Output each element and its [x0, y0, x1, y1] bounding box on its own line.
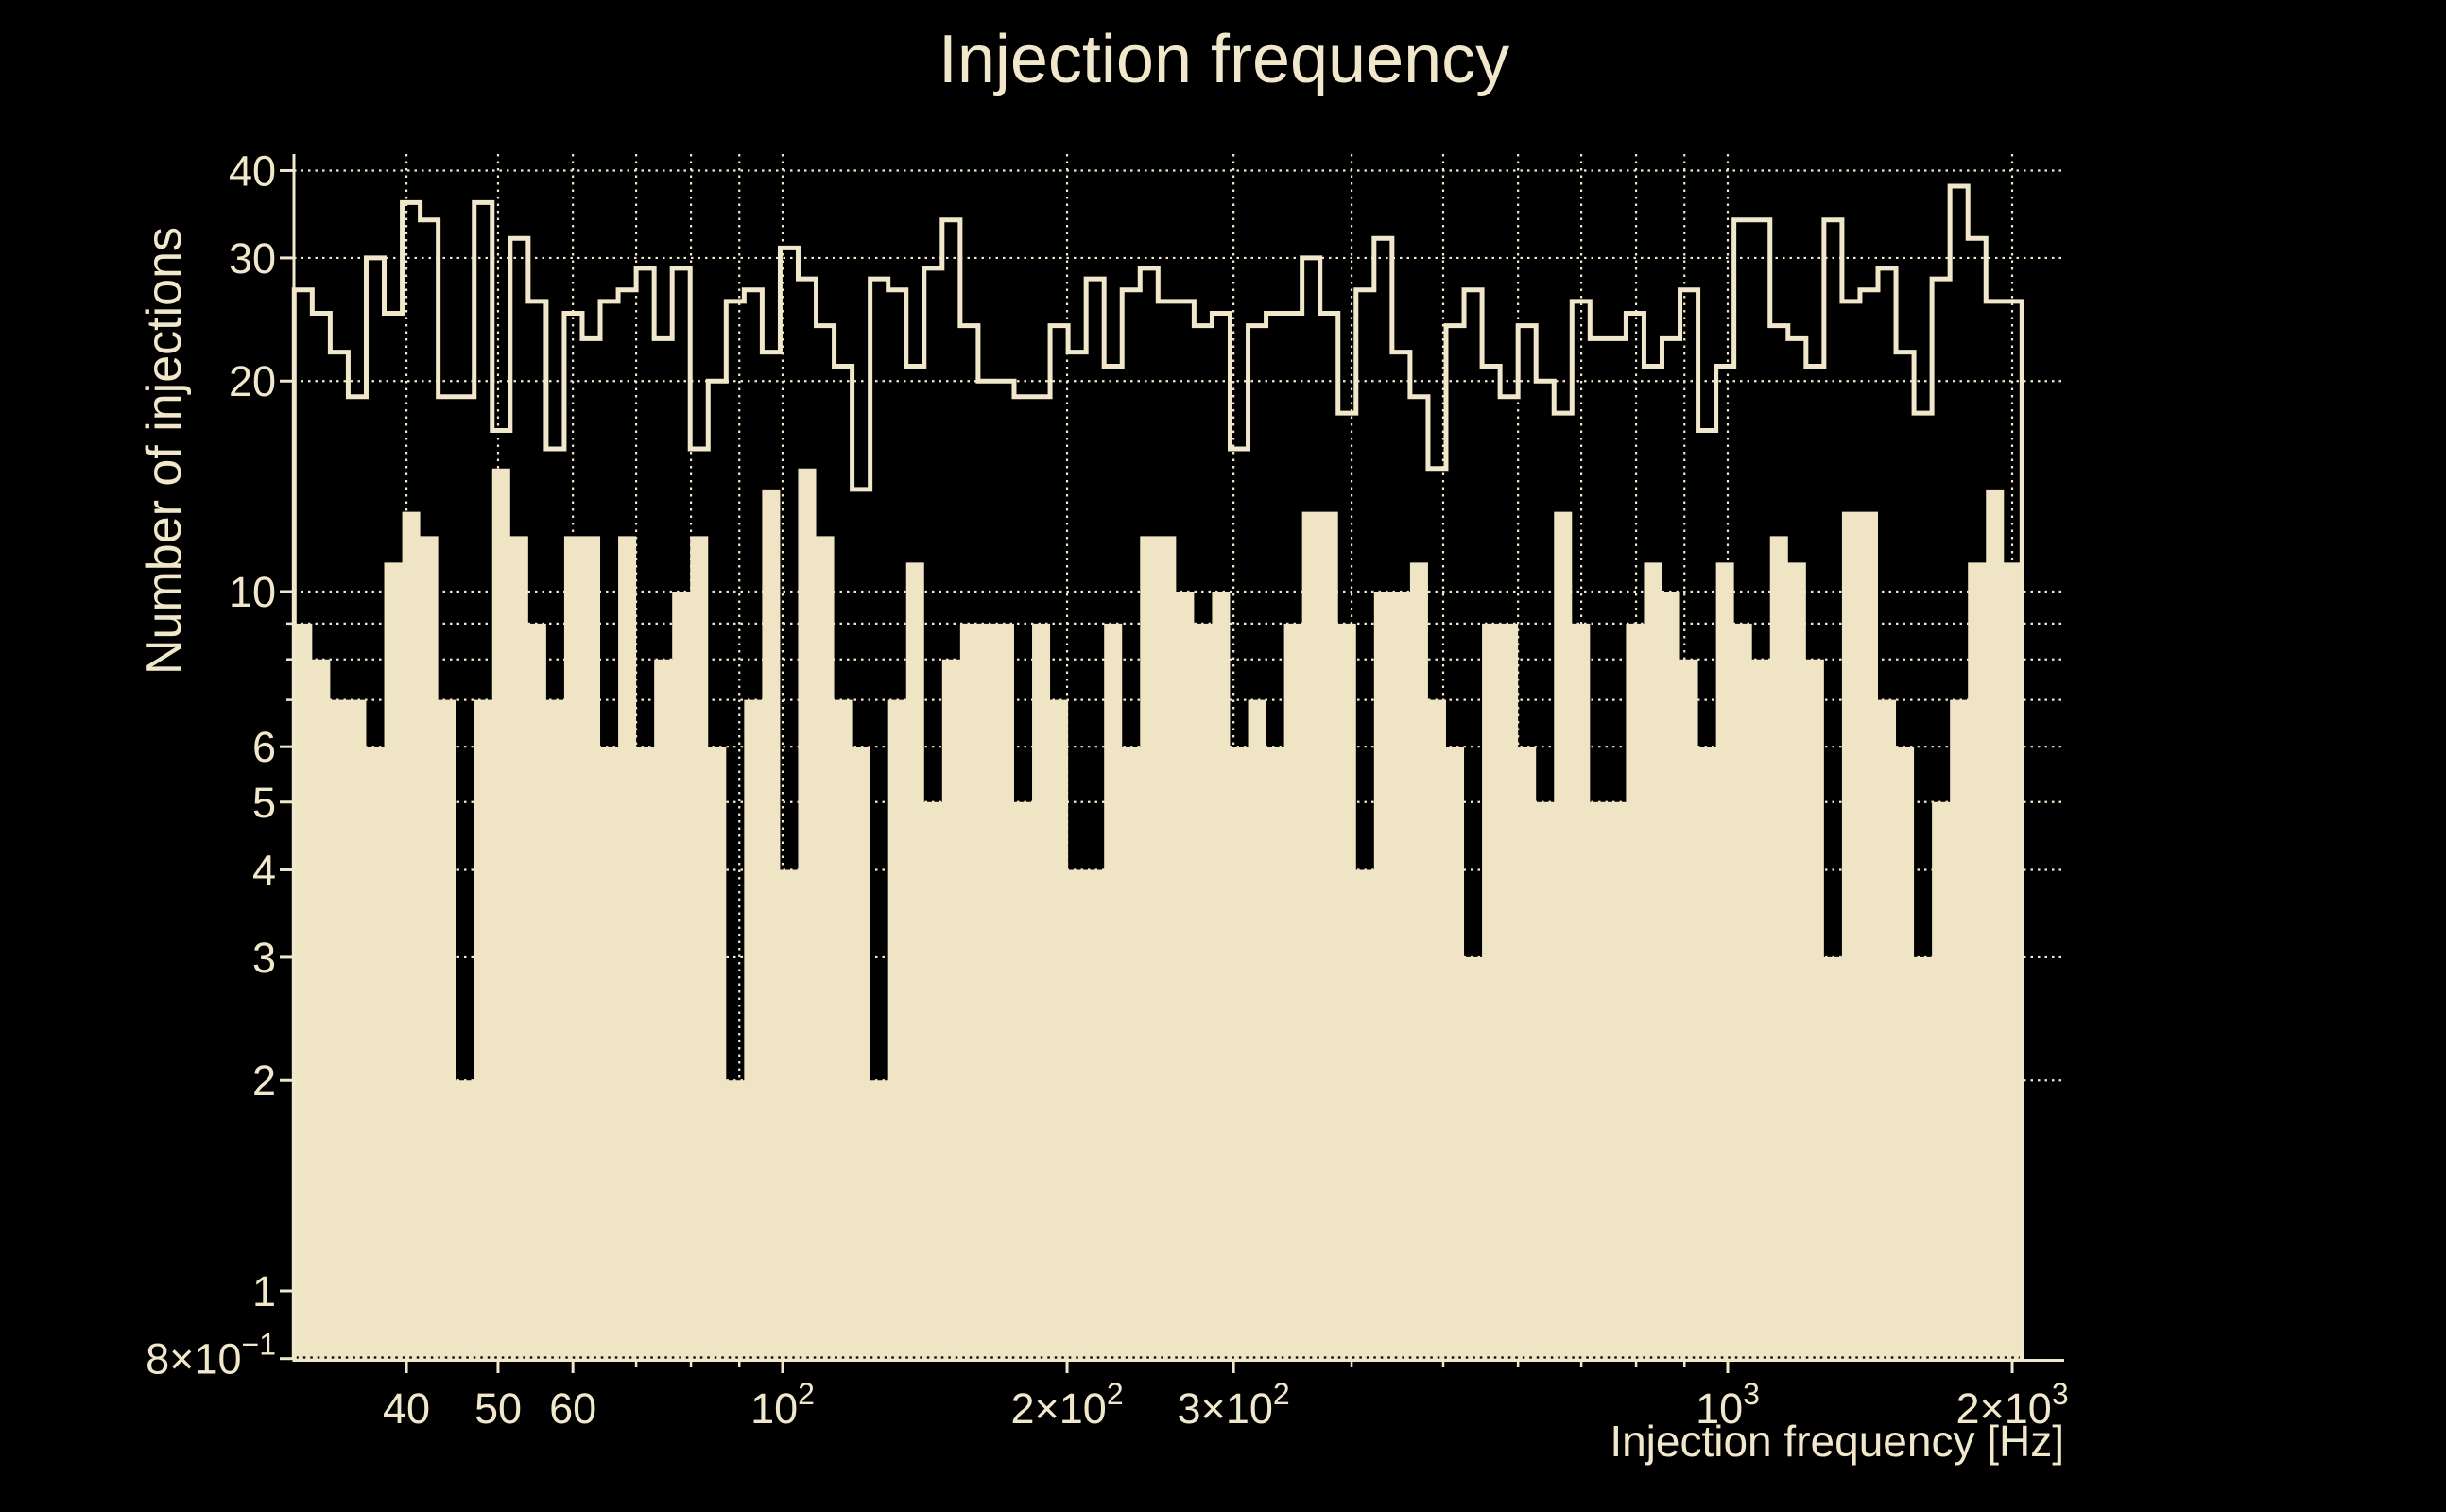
y-tick-label: 3 — [252, 934, 276, 982]
x-tick-label: 50 — [474, 1384, 522, 1433]
x-tick-label: 2×103 — [1955, 1377, 2068, 1433]
outline-histogram-series — [291, 183, 2024, 1360]
y-tick-label: 8×10−1 — [146, 1328, 276, 1383]
y-tick-label: 5 — [252, 779, 276, 827]
y-tick-label: 4 — [252, 846, 276, 894]
filled-histogram-series — [294, 468, 2023, 1360]
y-tick-label: 6 — [252, 723, 276, 771]
x-tick-label: 3×102 — [1178, 1377, 1290, 1433]
y-tick-label: 10 — [229, 568, 276, 616]
x-tick-label: 102 — [750, 1377, 815, 1433]
x-axis-title: Injection frequency [Hz] — [1610, 1417, 2064, 1466]
x-tick-label: 2×102 — [1010, 1377, 1123, 1433]
y-tick-label: 30 — [229, 234, 276, 283]
y-axis-title: Number of injections — [137, 227, 192, 675]
y-tick-label: 2 — [252, 1057, 276, 1105]
y-tick-label: 20 — [229, 357, 276, 405]
y-tick-label: 1 — [252, 1267, 276, 1315]
x-tick-label: 60 — [549, 1384, 596, 1433]
y-tick-label: 40 — [229, 146, 276, 195]
x-tick-label: 40 — [383, 1384, 430, 1433]
chart-title: Injection frequency — [938, 22, 1510, 97]
x-tick-label: 103 — [1696, 1377, 1760, 1433]
